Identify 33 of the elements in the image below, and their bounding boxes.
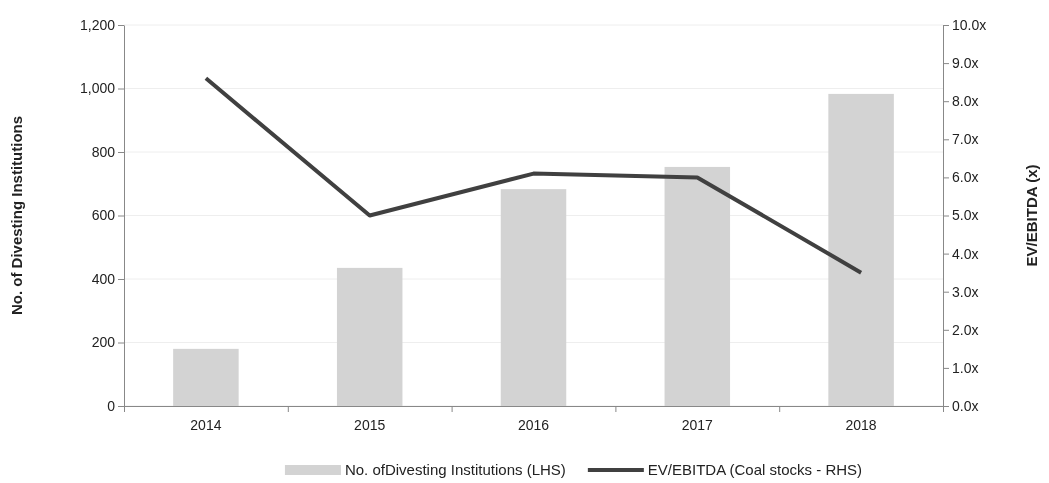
line-series — [203, 76, 864, 275]
y-axis-title: No. of Divesting Institutions — [8, 115, 25, 316]
y2-tick-label: 5.0x — [952, 207, 979, 224]
y-tick-label: 600 — [91, 207, 116, 224]
y2-tick-label: 6.0x — [952, 169, 979, 186]
x-tick-label: 2016 — [517, 417, 550, 433]
bar — [828, 93, 894, 406]
y2-tick-label: 3.0x — [952, 283, 979, 300]
y-tick-label: 0 — [107, 397, 116, 414]
x-tick-label: 2017 — [681, 417, 714, 433]
x-tick-label: 2018 — [845, 417, 877, 433]
bar — [336, 267, 403, 406]
y2-tick-label: 10.0x — [952, 16, 987, 33]
y-tick-label: 1,000 — [79, 80, 116, 97]
bar — [173, 348, 239, 406]
y2-tick-label: 9.0x — [952, 55, 979, 72]
legend-label: EV/EBITDA (Coal stocks - RHS) — [647, 461, 863, 478]
y-tick-label: 800 — [91, 143, 116, 160]
y-tick-label: 400 — [91, 270, 116, 287]
bar — [664, 166, 731, 406]
y2-axis-title: EV/EBITDA (x) — [1023, 164, 1040, 267]
y-tick-label: 200 — [91, 334, 116, 351]
y2-tick-label: 4.0x — [952, 245, 979, 262]
y-tick-label: 1,200 — [79, 16, 116, 33]
legend-label: No. ofDivesting Institutions (LHS) — [344, 461, 566, 478]
y2-tick-label: 0.0x — [952, 397, 979, 414]
y2-tick-label: 8.0x — [952, 93, 979, 110]
y2-tick-label: 2.0x — [952, 321, 979, 338]
x-tick-label: 2015 — [354, 417, 386, 433]
y2-tick-label: 1.0x — [952, 359, 979, 376]
bar — [500, 189, 567, 406]
y2-tick-label: 7.0x — [952, 131, 979, 148]
x-tick-label: 2014 — [190, 417, 222, 433]
